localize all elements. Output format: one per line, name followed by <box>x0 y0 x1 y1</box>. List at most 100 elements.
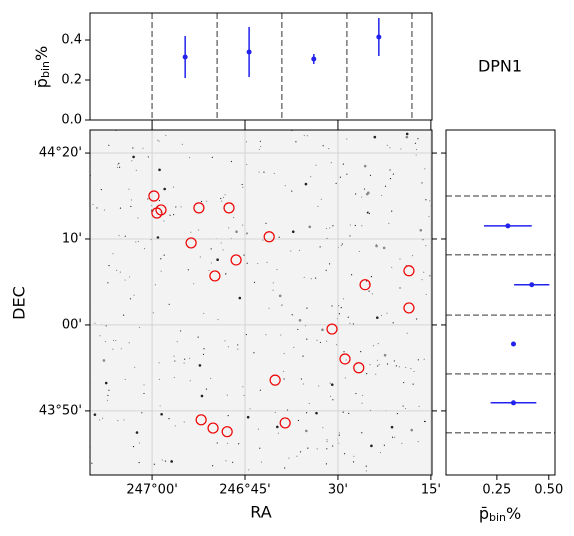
source-marker <box>223 202 235 214</box>
y-axis-label: DEC <box>10 286 29 320</box>
sky-speck <box>225 460 227 462</box>
sky-speck <box>341 243 343 245</box>
sky-speck <box>107 394 109 397</box>
sky-speck <box>268 307 270 309</box>
sky-speck <box>258 171 260 173</box>
sky-speck <box>160 211 162 213</box>
sky-speck <box>368 290 370 292</box>
sky-speck <box>238 443 240 445</box>
sky-speck <box>315 411 318 415</box>
sky-speck <box>143 392 145 395</box>
sky-speck <box>248 469 250 471</box>
axes-frame <box>89 12 433 121</box>
sky-speck <box>235 230 238 234</box>
sky-speck <box>134 366 136 368</box>
x-tick-label: 0.25 <box>482 483 511 498</box>
sky-speck <box>104 381 108 385</box>
sky-speck <box>157 139 159 141</box>
sky-speck <box>300 378 303 380</box>
sky-speck <box>135 431 139 434</box>
sky-speck <box>352 323 354 325</box>
sky-speck <box>174 360 176 362</box>
sky-speck <box>412 383 414 385</box>
sky-speck <box>319 246 321 248</box>
sky-speck <box>232 461 234 463</box>
sky-speck <box>135 169 137 171</box>
sky-speck <box>112 348 114 350</box>
sky-speck <box>108 144 110 146</box>
sky-speck <box>118 166 121 168</box>
sky-speck <box>176 341 178 343</box>
sky-speck <box>93 413 97 416</box>
sky-speck <box>158 168 161 172</box>
sky-speck <box>348 412 350 414</box>
source-marker <box>359 279 371 291</box>
sky-speck <box>329 382 331 384</box>
sky-speck <box>128 188 130 190</box>
sky-speck <box>96 207 98 209</box>
sky-speck <box>165 134 167 137</box>
sky-speck <box>200 394 204 398</box>
sky-speck <box>102 359 106 362</box>
sky-speck <box>203 312 205 315</box>
sky-speck <box>322 427 324 429</box>
sky-speck <box>375 244 378 248</box>
data-point <box>376 34 382 40</box>
sky-speck <box>380 314 383 317</box>
data-point <box>246 49 252 55</box>
sky-speck <box>124 235 126 237</box>
sky-speck <box>130 205 132 208</box>
sky-speck <box>243 394 245 397</box>
sky-speck <box>137 217 139 219</box>
sky-speck <box>216 258 219 262</box>
sky-speck <box>331 305 333 307</box>
sky-speck <box>156 236 160 239</box>
axis-label-part: p̄ <box>32 78 51 88</box>
sky-speck <box>321 328 324 332</box>
sky-speck <box>389 147 391 149</box>
y-tick-label: 00' <box>62 317 82 332</box>
axis-label: p̄bin% <box>32 46 53 88</box>
sky-speck <box>417 138 419 140</box>
sky-speck <box>278 294 282 298</box>
sky-speck <box>386 312 388 314</box>
y-tick-label: 0.2 <box>61 73 82 88</box>
sky-image <box>90 130 432 475</box>
x-tick-label: 15' <box>421 483 441 498</box>
sky-speck <box>377 343 379 345</box>
sky-speck <box>263 171 265 173</box>
sky-speck <box>245 141 248 143</box>
sky-speck <box>346 138 348 140</box>
sky-speck <box>316 339 318 341</box>
sky-speck <box>291 314 293 316</box>
sky-speck <box>183 421 185 423</box>
sky-speck <box>366 373 368 375</box>
sky-speck <box>131 160 133 162</box>
sky-speck <box>361 402 363 404</box>
sky-speck <box>395 365 397 367</box>
sky-speck <box>115 269 118 271</box>
sky-speck <box>369 364 371 366</box>
sky-speck <box>410 428 414 432</box>
sky-speck <box>137 240 140 243</box>
sky-speck <box>424 168 426 170</box>
sky-speck <box>224 340 226 342</box>
sky-speck <box>180 206 182 208</box>
x-tick-label: 0.50 <box>534 483 563 498</box>
sky-speck <box>325 227 328 230</box>
sky-speck <box>202 353 205 355</box>
sky-speck <box>225 273 227 275</box>
sky-speck <box>103 209 106 211</box>
sky-speck <box>423 358 425 360</box>
sky-speck <box>198 364 202 367</box>
sky-speck <box>325 463 328 465</box>
sky-speck <box>396 413 399 415</box>
sky-speck <box>241 183 243 186</box>
sky-speck <box>372 345 375 347</box>
sky-speck <box>386 363 389 365</box>
sky-speck <box>99 419 101 421</box>
sky-speck <box>299 451 302 453</box>
sky-speck <box>322 145 324 147</box>
sky-speck <box>210 377 212 380</box>
axes-frame <box>89 129 433 476</box>
